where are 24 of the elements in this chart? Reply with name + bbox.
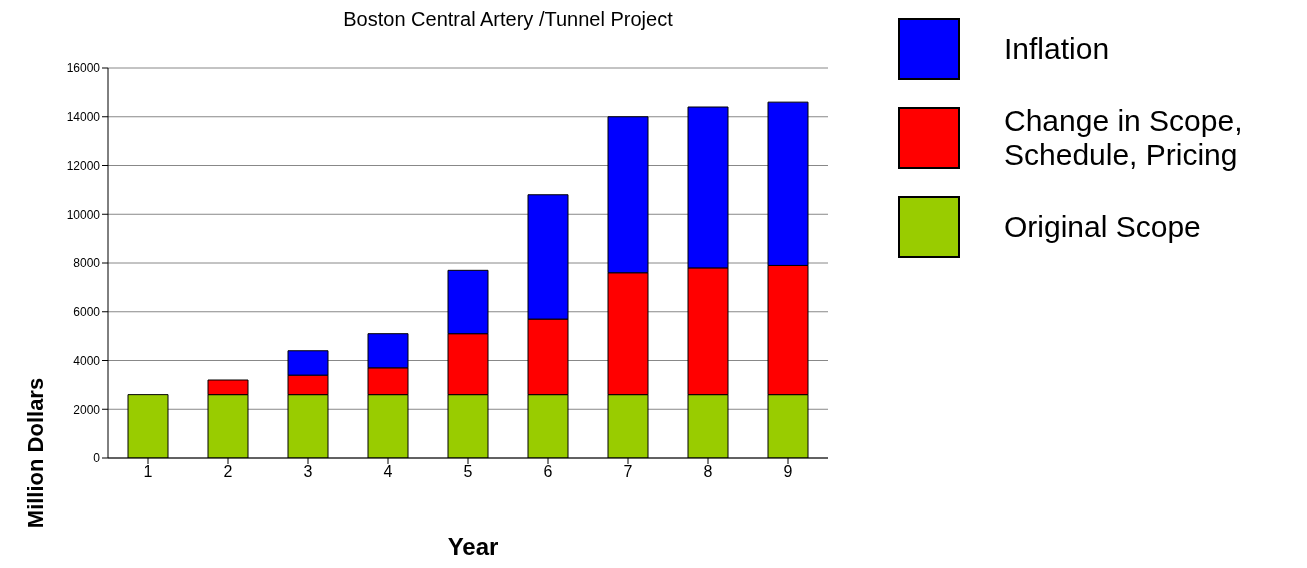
- y-tick-label: 2000: [73, 402, 101, 417]
- y-tick-label: 0: [93, 451, 101, 466]
- y-tick-label: 16000: [66, 61, 101, 76]
- x-tick-label: 1: [143, 463, 153, 481]
- legend-label: Inflation: [1004, 32, 1110, 66]
- x-tick-label: 2: [223, 463, 233, 481]
- x-tick-label: 5: [463, 463, 473, 481]
- y-tick-label: 8000: [73, 256, 101, 271]
- x-tick-label: 7: [623, 463, 633, 481]
- y-tick-label: 10000: [66, 207, 101, 222]
- legend-label: Original Scope: [1004, 210, 1201, 244]
- x-tick-label: 4: [383, 463, 393, 481]
- chart-title: Boston Central Artery /Tunnel Project: [342, 8, 674, 31]
- legend-label: Change in Scope, Schedule, Pricing: [1004, 104, 1244, 172]
- y-tick-label: 12000: [66, 158, 101, 173]
- x-tick-label: 8: [703, 463, 713, 481]
- x-tick-label: 3: [303, 463, 313, 481]
- y-tick-label: 6000: [73, 305, 101, 320]
- x-tick-label: 6: [543, 463, 553, 481]
- x-axis-title: Year: [446, 533, 500, 561]
- y-tick-label: 14000: [66, 110, 101, 125]
- x-tick-label: 9: [783, 463, 793, 481]
- y-axis-title: Million Dollars: [23, 376, 49, 531]
- y-tick-label: 4000: [73, 353, 101, 368]
